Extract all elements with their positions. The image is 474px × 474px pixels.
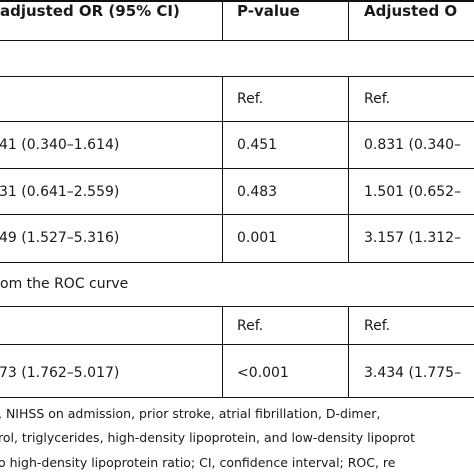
- header-adjusted-or: adjusted OR (95% CI): [0, 2, 180, 20]
- table-cell: Ref.: [237, 91, 264, 107]
- footnote-line: , NIHSS on admission, prior stroke, atri…: [0, 406, 381, 421]
- table-cell: 0.451: [237, 137, 278, 153]
- table-cell: 3.157 (1.312–: [364, 230, 462, 246]
- table-cell: Ref.: [364, 91, 391, 107]
- footnote-line: rol, triglycerides, high-density lipopro…: [0, 430, 416, 445]
- column-divider: [348, 306, 349, 397]
- column-divider: [222, 306, 223, 397]
- row-divider: [0, 306, 474, 307]
- table-cell: 0.483: [237, 184, 278, 200]
- table-cell: 0.831 (0.340–: [364, 137, 462, 153]
- header-adjusted-or-2: Adjusted O: [364, 2, 458, 20]
- table-cell: 0.001: [237, 230, 278, 246]
- header-p-value: P-value: [237, 2, 300, 20]
- footnote-line: o high-density lipoprotein ratio; CI, co…: [0, 455, 396, 470]
- column-divider: [222, 76, 223, 262]
- column-divider: [348, 76, 349, 262]
- table-cell: 3.434 (1.775–: [364, 365, 462, 381]
- table-cell: 1.501 (0.652–: [364, 184, 462, 200]
- row-divider: [0, 76, 474, 77]
- table-cell: 31 (0.641–2.559): [0, 184, 120, 200]
- row-divider: [0, 168, 474, 169]
- table-top-border: [0, 0, 474, 2]
- column-divider: [348, 0, 349, 40]
- row-divider: [0, 262, 474, 263]
- table-cell: <0.001: [237, 365, 289, 381]
- table-cell: Ref.: [237, 318, 264, 334]
- table-cell: 49 (1.527–5.316): [0, 230, 120, 246]
- row-divider: [0, 344, 474, 345]
- table-cell: Ref.: [364, 318, 391, 334]
- header-bottom-border: [0, 40, 474, 41]
- table-cell: 41 (0.340–1.614): [0, 137, 120, 153]
- column-divider: [222, 0, 223, 40]
- table-cell: 73 (1.762–5.017): [0, 365, 120, 381]
- table-bottom-border: [0, 397, 474, 398]
- row-divider: [0, 121, 474, 122]
- row-divider: [0, 214, 474, 215]
- section-label: om the ROC curve: [0, 276, 129, 292]
